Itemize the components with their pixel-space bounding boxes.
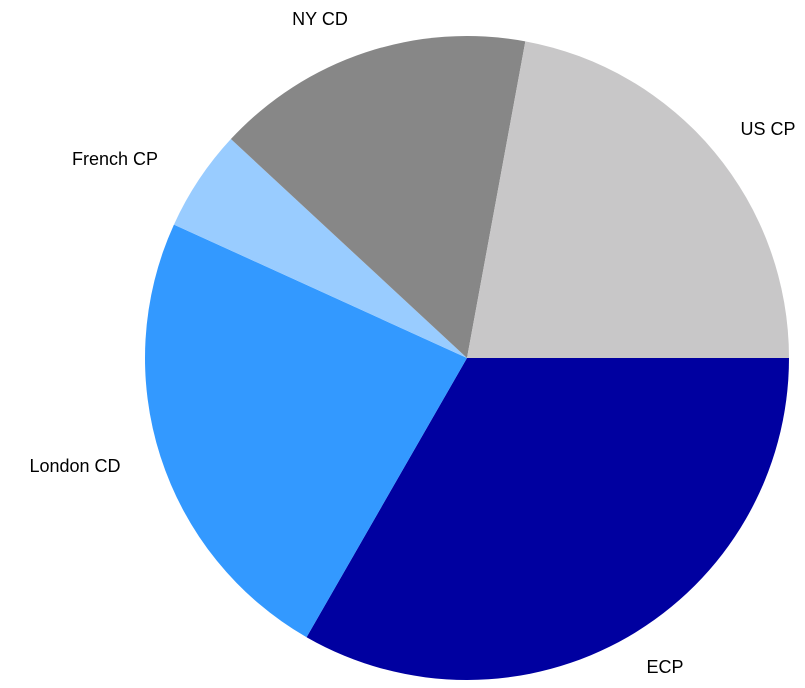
- pie-slice: [144, 224, 467, 638]
- slice-label: US CP: [740, 119, 795, 139]
- slice-label: NY CD: [292, 9, 348, 29]
- pie-slice: [306, 358, 789, 680]
- slice-label: London CD: [29, 456, 120, 476]
- pie-slice: [230, 36, 526, 359]
- pie-slice: [467, 41, 789, 359]
- slice-label: ECP: [646, 657, 683, 677]
- pie-slice: [173, 139, 468, 358]
- slice-label: French CP: [72, 149, 158, 169]
